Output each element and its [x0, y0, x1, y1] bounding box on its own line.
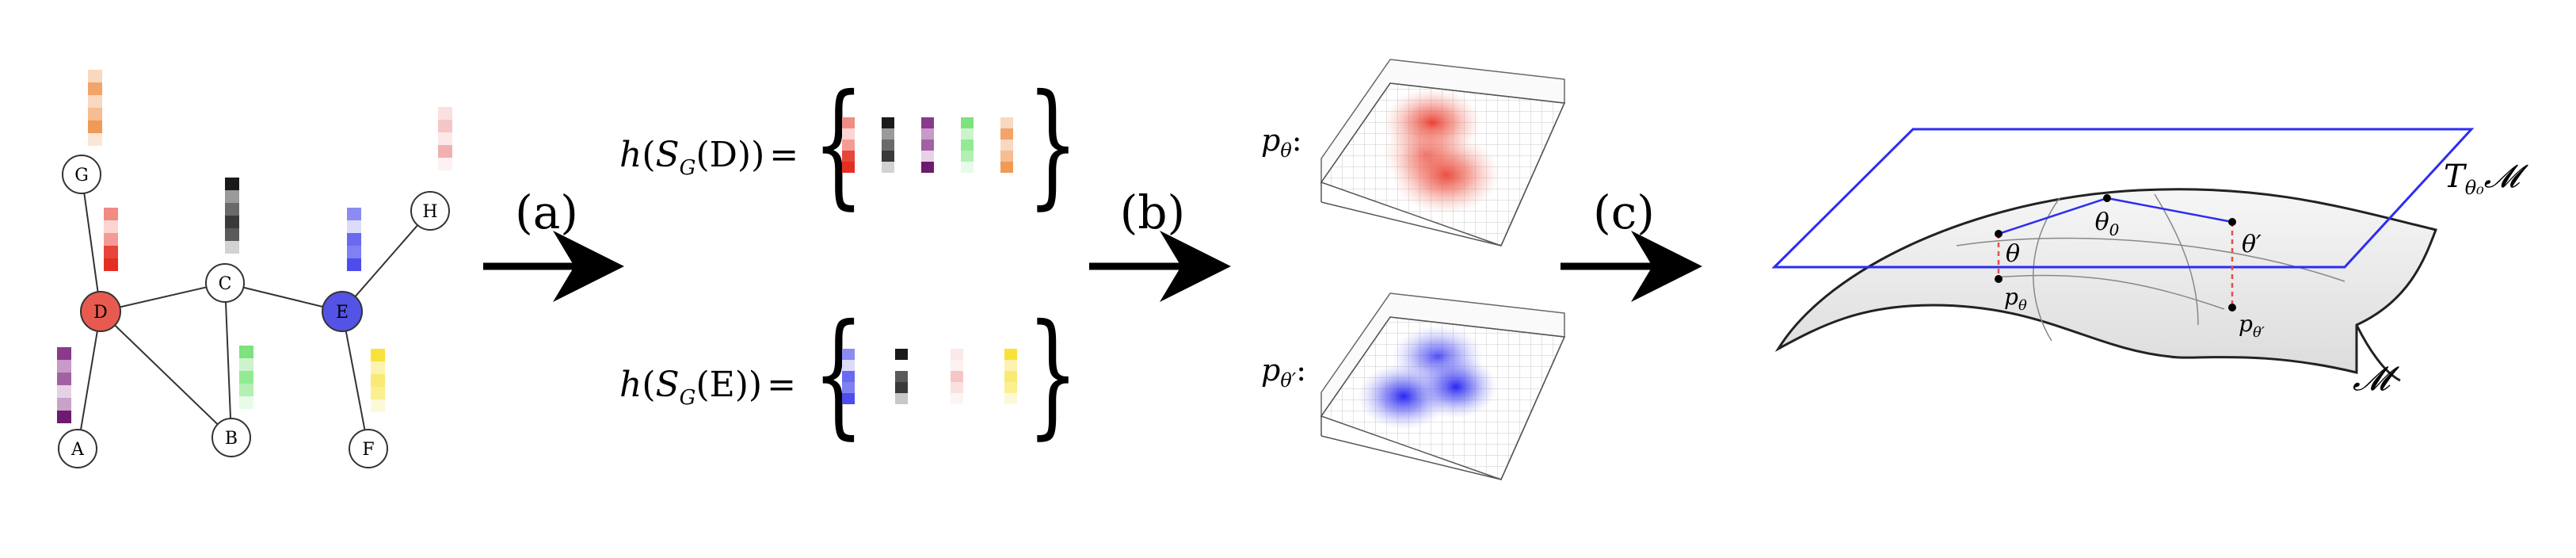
point-theta-prime — [2228, 218, 2236, 226]
surface-plot-blue — [1320, 292, 1566, 480]
graph-node-f: F — [349, 429, 388, 468]
node-label-h: H — [422, 202, 437, 222]
distribution-p-theta-prime: pθ′: — [1261, 292, 1566, 480]
manifold-diagram: θ0 θ θ′ pθ pθ′ Tθ₀𝓜 𝓜 — [1771, 128, 2529, 398]
feature-bar-a — [57, 347, 71, 423]
feature-bar-b — [239, 346, 253, 409]
func-h-d: h — [619, 135, 642, 175]
node-label-e: E — [336, 303, 349, 323]
label-theta: θ — [2006, 240, 2020, 268]
graph-node-c: C — [205, 263, 245, 303]
graph: G D C E H A B F — [57, 70, 452, 468]
step-c: (c) — [1560, 185, 1702, 302]
label-p-theta-prime: pθ′ — [2239, 311, 2265, 341]
svg-text:h(SG(E))=: h(SG(E)) = — [619, 365, 796, 410]
step-a-label: (a) — [515, 185, 578, 239]
equals-e: = — [767, 365, 796, 405]
p-theta-colon: : — [1292, 123, 1302, 158]
label-theta-prime: θ′ — [2242, 231, 2262, 258]
node-label-b: B — [225, 429, 238, 449]
graph-node-e: E — [322, 291, 363, 332]
brace-right-d: } — [1027, 67, 1079, 224]
brace-right-e: } — [1027, 296, 1079, 453]
p-theta-prime-sub: θ′ — [1280, 369, 1296, 392]
node-label-a: A — [70, 440, 85, 460]
graph-node-g: G — [62, 155, 101, 194]
step-b: (b) — [1089, 185, 1231, 302]
graph-node-a: A — [58, 429, 97, 468]
edge-c-b — [224, 282, 232, 438]
set-sub-e: G — [680, 386, 696, 410]
step-b-label: (b) — [1120, 185, 1185, 239]
feature-bar-d — [104, 208, 118, 271]
edge-e-h — [341, 210, 431, 312]
vector-d-1 — [842, 117, 855, 173]
label-manifold: 𝓜 — [2353, 359, 2399, 398]
p-theta-prime-colon: : — [1296, 353, 1306, 388]
label-tangent-space: Tθ₀𝓜 — [2444, 159, 2529, 199]
set-s-e: S — [656, 365, 680, 405]
node-label-f: F — [362, 440, 374, 460]
label-p-theta: pθ — [2004, 284, 2027, 314]
surface-plot-red — [1320, 59, 1566, 247]
equals-d: = — [769, 135, 798, 175]
graph-node-b: B — [211, 418, 251, 457]
edge-g-d — [81, 174, 101, 312]
graph-edges — [77, 174, 431, 449]
point-p-theta-prime — [2228, 304, 2236, 311]
feature-bar-g — [88, 70, 102, 146]
vector-d-4 — [961, 117, 974, 173]
multiset-e: h(SG(E)) = { } — [619, 296, 1078, 453]
edge-d-c — [100, 282, 226, 312]
svg-text:pθ:: pθ: — [1261, 123, 1302, 162]
distribution-p-theta: pθ: — [1261, 59, 1566, 247]
vector-d-3 — [921, 117, 934, 173]
graph-node-d: D — [80, 291, 121, 332]
node-label-c: C — [219, 274, 232, 294]
svg-text:h(SG(D))=: h(SG(D)) = — [619, 135, 798, 180]
point-theta — [1995, 230, 2002, 238]
p-theta-prime-base: p — [1261, 353, 1280, 388]
set-s-d: S — [656, 135, 680, 175]
vector-d-2 — [882, 117, 894, 173]
set-arg-d: (D) — [695, 135, 751, 175]
point-theta0 — [2103, 194, 2111, 202]
feature-bar-h — [438, 107, 452, 170]
vector-e-1 — [842, 349, 855, 404]
label-theta0: θ0 — [2095, 208, 2120, 239]
point-p-theta — [1995, 275, 2002, 283]
vector-e-4 — [1004, 349, 1017, 404]
manifold-surface — [1774, 188, 2437, 374]
feature-bar-c — [225, 178, 239, 254]
node-label-g: G — [74, 166, 89, 185]
p-theta-base: p — [1261, 123, 1280, 158]
edge-d-a — [77, 311, 101, 449]
feature-bar-e — [347, 208, 361, 271]
graph-node-h: H — [410, 191, 450, 231]
node-label-d: D — [93, 303, 108, 323]
brace-left-d: { — [813, 67, 864, 224]
set-sub-d: G — [680, 156, 696, 180]
step-c-label: (c) — [1593, 185, 1655, 239]
step-a: (a) — [483, 185, 624, 302]
func-h-e: h — [619, 365, 642, 405]
tangent-plane — [1771, 128, 2475, 269]
vector-d-5 — [1000, 117, 1013, 173]
brace-left-e: { — [813, 296, 864, 453]
set-arg-e: (E) — [695, 365, 748, 405]
svg-text:pθ′:: pθ′: — [1261, 353, 1306, 392]
feature-bar-f — [371, 349, 385, 412]
p-theta-sub: θ — [1280, 140, 1292, 162]
edge-d-b — [100, 311, 232, 438]
vector-e-3 — [951, 349, 963, 404]
vector-e-2 — [895, 349, 908, 404]
multiset-d: h(SG(D)) = { } — [619, 67, 1078, 224]
edge-e-f — [341, 311, 369, 449]
